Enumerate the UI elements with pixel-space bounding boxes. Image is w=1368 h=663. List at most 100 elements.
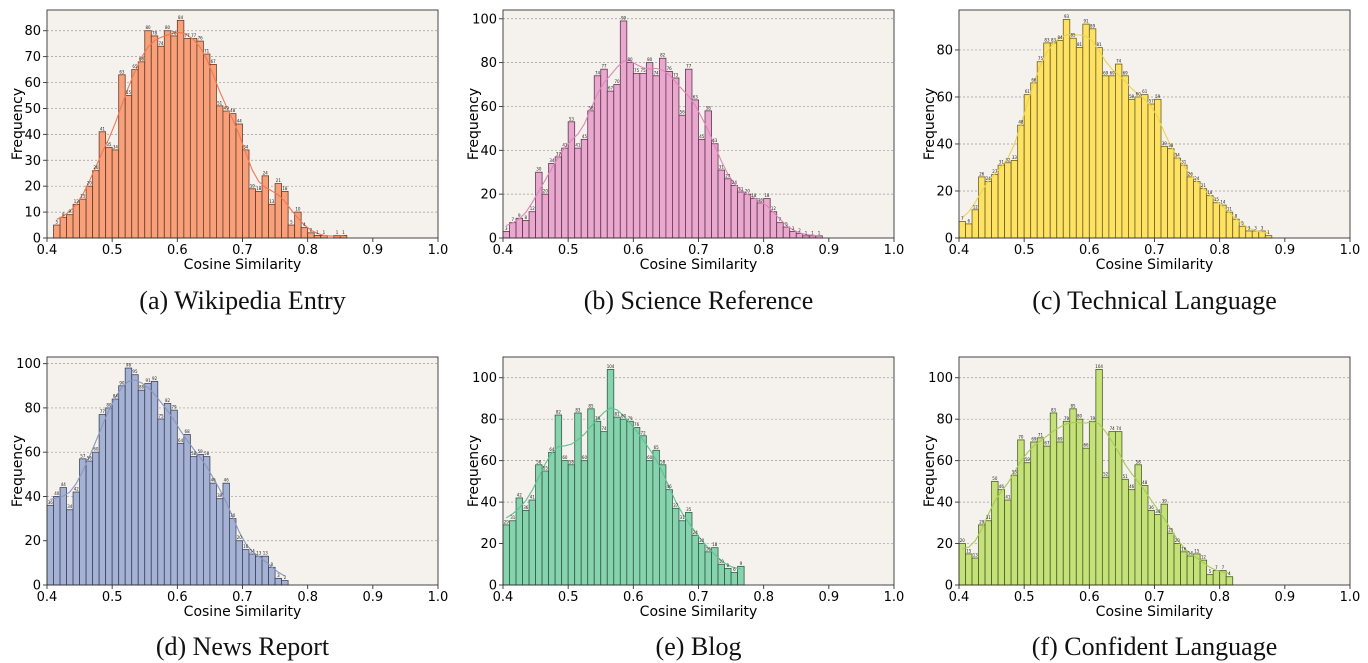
- bar-value-label: 13: [74, 199, 80, 204]
- histogram-bar: [209, 64, 217, 239]
- histogram-bar: [652, 75, 660, 239]
- caption-news-report: (d) News Report: [155, 632, 330, 661]
- histogram-bar: [242, 149, 250, 239]
- x-tick-label: 0.6: [167, 243, 188, 258]
- histogram-bar: [678, 114, 686, 239]
- histogram-bar: [66, 509, 74, 586]
- histogram-bar: [229, 113, 237, 239]
- histogram-bar: [632, 427, 641, 586]
- x-tick-label: 1.0: [884, 590, 905, 605]
- bar-value-label: 31: [999, 160, 1005, 165]
- histogram-bar: [502, 524, 510, 586]
- bar-value-label: 4: [1228, 571, 1231, 576]
- histogram-bar: [1108, 431, 1116, 586]
- histogram-bar: [1141, 94, 1149, 239]
- histogram-bar: [580, 460, 589, 586]
- bar-value-label: 31: [510, 515, 516, 520]
- x-tick-label: 0.4: [949, 243, 970, 258]
- histogram-bar: [66, 214, 74, 239]
- histogram-bar: [183, 38, 191, 239]
- histogram-bar: [157, 45, 165, 239]
- histogram-bar: [730, 184, 739, 239]
- bar-value-label: 13: [256, 551, 262, 556]
- x-tick-label: 0.4: [493, 243, 514, 258]
- histogram-bar: [1167, 148, 1175, 239]
- bar-value-label: 50: [992, 476, 998, 481]
- histogram-bar: [248, 553, 256, 586]
- bar-value-label: 1: [323, 230, 326, 235]
- histogram-bar: [1101, 476, 1110, 586]
- y-tick-label: 40: [24, 128, 41, 143]
- bar-value-label: 89: [1090, 23, 1096, 28]
- bar-value-label: 7: [961, 216, 964, 221]
- bar-value-label: 85: [1070, 403, 1076, 408]
- bar-value-label: 26: [979, 171, 985, 176]
- bar-value-label: 55: [126, 90, 132, 95]
- histogram-bar: [528, 211, 536, 239]
- bar-value-label: 84: [178, 15, 184, 20]
- histogram-bar: [1167, 532, 1175, 586]
- x-tick-label: 0.9: [1274, 590, 1295, 605]
- bar-value-label: 8: [1235, 214, 1238, 219]
- bar-value-label: 31: [1181, 160, 1187, 165]
- histogram-bar: [515, 497, 523, 586]
- bar-value-label: 58: [204, 451, 210, 456]
- histogram-bar: [255, 555, 263, 586]
- chart-panel-technical-language: 7 6 12 26 24 27 31 32 33 48 61 66 75 83 83 84 93 85 81 91 89…: [912, 6, 1368, 278]
- bar-value-label: 52: [1103, 472, 1109, 477]
- bar-value-label: 55: [543, 466, 549, 471]
- bar-value-label: 24: [263, 170, 269, 175]
- bar-value-label: 91: [1084, 19, 1090, 24]
- histogram-bar: [1108, 75, 1116, 239]
- histogram-bar: [189, 38, 198, 239]
- y-tick-label: 100: [472, 371, 497, 386]
- x-tick-label: 0.4: [493, 590, 514, 605]
- bar-value-label: 42: [517, 492, 523, 497]
- bar-value-label: 81: [614, 412, 620, 417]
- histogram-bar: [554, 414, 563, 586]
- y-tick-label: 60: [480, 100, 497, 115]
- histogram-bar: [1245, 230, 1253, 239]
- histogram-bar: [196, 40, 204, 239]
- bar-value-label: 16: [706, 546, 712, 551]
- histogram-bar: [196, 453, 204, 586]
- histogram-bar: [1062, 420, 1071, 586]
- y-axis-label: Frequency: [922, 435, 938, 507]
- histogram-bar: [1062, 19, 1071, 239]
- bar-value-label: 46: [224, 478, 230, 483]
- histogram-bar: [144, 383, 152, 586]
- x-tick-label: 0.5: [558, 590, 579, 605]
- bar-value-label: 61: [1025, 89, 1031, 94]
- y-tick-label: 80: [480, 413, 497, 428]
- y-tick-label: 20: [480, 188, 497, 203]
- bar-value-label: 1: [316, 230, 319, 235]
- y-tick-label: 0: [33, 579, 41, 594]
- bar-value-label: 31: [986, 515, 992, 520]
- bar-value-label: 7: [1222, 565, 1225, 570]
- x-axis-label: Cosine Similarity: [640, 604, 758, 620]
- histogram-bar: [587, 408, 595, 586]
- histogram-bar: [261, 555, 269, 586]
- histogram-bar: [1036, 61, 1045, 239]
- histogram-bar: [645, 62, 654, 239]
- bar-value-label: 48: [1018, 120, 1024, 125]
- bar-value-label: 71: [204, 49, 210, 54]
- bar-value-label: 80: [1077, 414, 1083, 419]
- histogram-bar: [554, 156, 563, 239]
- histogram-bar: [724, 178, 732, 239]
- histogram-bar: [1173, 157, 1181, 239]
- bar-value-label: 69: [1057, 436, 1063, 441]
- bar-value-label: 44: [61, 482, 67, 487]
- bar-value-label: 59: [198, 449, 204, 454]
- bar-value-label: 91: [145, 378, 151, 383]
- histogram-bar: [750, 198, 758, 239]
- bar-value-label: 45: [699, 134, 705, 139]
- bar-value-label: 36: [1149, 505, 1155, 510]
- histogram-bar: [1030, 82, 1038, 239]
- histogram-bar: [1036, 437, 1045, 586]
- y-tick-label: 40: [936, 137, 953, 152]
- histogram-bar: [118, 385, 126, 586]
- bar-value-label: 61: [1142, 89, 1148, 94]
- y-tick-label: 0: [489, 579, 497, 594]
- bar-value-label: 20: [960, 538, 966, 543]
